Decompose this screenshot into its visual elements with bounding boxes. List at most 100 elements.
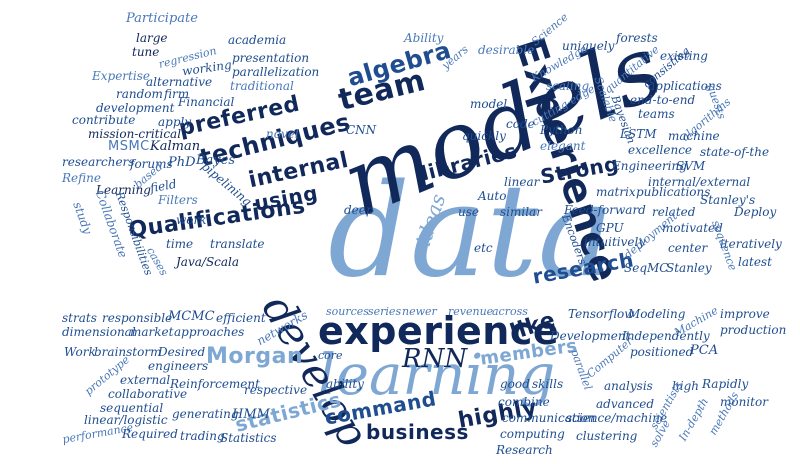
word-learning-small: Learning — [96, 183, 151, 197]
word-time: time — [166, 237, 194, 251]
word-morgan: Morgan — [206, 344, 304, 369]
word-rapidly: Rapidly — [702, 377, 749, 391]
word-use: use — [458, 205, 479, 219]
word-ability-2: ability — [326, 377, 364, 391]
word-tune: tune — [132, 45, 160, 59]
word-intuitively: intuitively — [584, 235, 646, 249]
word-work: work — [176, 213, 207, 227]
word-market: market — [130, 325, 174, 339]
word-tensorflow: Tensorflow — [568, 307, 635, 321]
word-newer: newer — [402, 305, 437, 318]
word-existing: existing — [660, 49, 708, 63]
word-motivated: motivated — [662, 221, 723, 235]
word-bayes: Bayes — [196, 153, 236, 168]
word-alternative: alternative — [146, 75, 213, 89]
word-revenue: revenue — [448, 305, 494, 318]
word-iteratively: iteratively — [720, 237, 782, 251]
word-computing: computing — [500, 427, 565, 441]
word-advanced: advanced — [596, 397, 655, 411]
word-mcmc: MCMC — [168, 309, 215, 324]
word-phd: PhD — [168, 155, 196, 170]
word-positioned: positioned — [630, 345, 694, 359]
word-random: random — [116, 87, 163, 101]
word-state-of-the: state-of-the — [700, 145, 770, 159]
word-data: data — [328, 157, 614, 306]
word-msmc: MSMC — [108, 139, 150, 154]
word-required: Required — [122, 427, 178, 441]
word-responsible: responsible — [102, 311, 173, 325]
word-contribute: contribute — [72, 113, 136, 127]
word-reinforcement: Reinforcement — [170, 377, 260, 391]
word-auto: Auto — [478, 189, 507, 203]
word-experience: experience — [318, 309, 560, 353]
word-quickly: quickly — [462, 129, 506, 143]
word-sequential: sequential — [100, 401, 164, 415]
word-filters: Filters — [158, 193, 198, 207]
word-engineers: engineers — [148, 359, 209, 373]
word-teams: teams — [638, 107, 675, 121]
word-desired: Desired — [158, 345, 206, 359]
word-series: series — [368, 305, 402, 318]
word-scaling: scaling — [546, 79, 590, 93]
word-applications: applications — [648, 79, 722, 93]
word-statistics-2: Statistics — [220, 431, 277, 445]
word-field: field — [148, 176, 178, 196]
word-respective: respective — [244, 383, 308, 397]
word-approaches: approaches — [174, 325, 245, 339]
word-python: Python — [540, 123, 583, 137]
word-business: business — [366, 420, 469, 444]
word-novel: novel — [266, 127, 299, 141]
word-modeling: Modeling — [628, 307, 686, 321]
word-deep: deep — [344, 203, 374, 217]
word-independently: Independently — [622, 329, 710, 343]
word-svm: SVM — [676, 159, 706, 173]
word-desirable: desirable — [478, 43, 535, 57]
word-elegant: elegant — [540, 139, 586, 153]
word-etc: etc — [474, 241, 493, 255]
word-presentation: presentation — [232, 51, 310, 65]
word-brainstorm: brainstorm — [94, 345, 162, 359]
word-external: external — [120, 373, 171, 387]
word-internal-external: internal/external — [648, 175, 751, 189]
word-latest: latest — [738, 255, 772, 269]
word-linear: linear — [504, 175, 540, 189]
word-matrix: matrix — [596, 185, 636, 199]
word-expertise: Expertise — [92, 69, 150, 83]
word-production: production — [720, 323, 787, 337]
word-learning: learning — [318, 343, 556, 408]
word-development: development — [96, 101, 175, 115]
word-dimensional: dimensional — [62, 325, 136, 339]
word-efficient: efficient — [216, 311, 266, 325]
word-code: code — [506, 117, 535, 131]
word-forests: forests — [616, 31, 658, 45]
word-good: good — [500, 377, 530, 391]
word-stanleys: Stanley's — [700, 193, 756, 207]
word-generating: generating — [172, 407, 239, 421]
word-monitor: monitor — [720, 395, 768, 409]
word-hmm: HMM — [232, 407, 270, 422]
word-rnn: RNN — [402, 344, 468, 374]
word-deploy: Deploy — [734, 205, 777, 219]
word-refine: Refine — [62, 171, 101, 185]
word-firm: firm — [164, 87, 190, 101]
word-mission-critical: mission-critical — [88, 127, 182, 141]
word-collaborative: collaborative — [108, 387, 188, 401]
word-end-to-end: end-to-end — [630, 93, 696, 107]
word-researchers: researchers — [62, 155, 135, 169]
word-strats: strats — [62, 311, 97, 325]
word-financial: Financial — [178, 95, 235, 109]
word-study: study — [70, 200, 95, 236]
word-pca: PCA — [690, 343, 719, 358]
word-seqmc: SeqMC — [624, 261, 669, 275]
word-high: high — [672, 379, 699, 393]
word-in-depth: In-depth — [676, 395, 712, 444]
word-machine: machine — [668, 129, 720, 143]
word-engineering: Engineering — [612, 159, 687, 173]
word-stanley: Stanley — [666, 261, 712, 275]
word-science-machine: science/machine — [566, 411, 668, 425]
word-forums: forums — [130, 157, 173, 171]
word-skills: skills — [532, 377, 564, 391]
word-analysis: analysis — [604, 379, 653, 393]
word-communication: communication — [502, 411, 596, 425]
